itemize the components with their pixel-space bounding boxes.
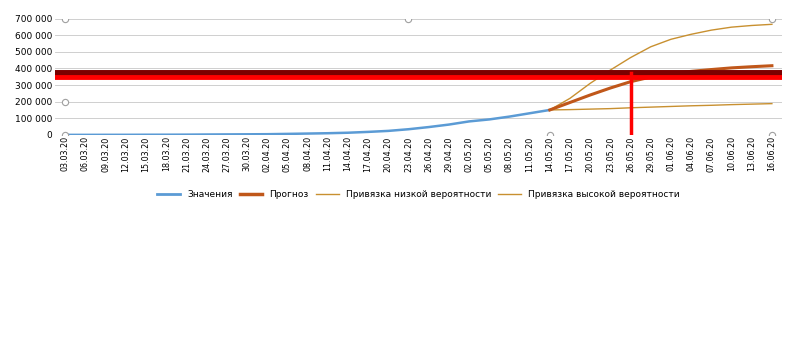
Legend: Значения, Прогноз, Привязка низкой вероятности, Привязка высокой вероятности: Значения, Прогноз, Привязка низкой вероя… [154, 186, 684, 203]
